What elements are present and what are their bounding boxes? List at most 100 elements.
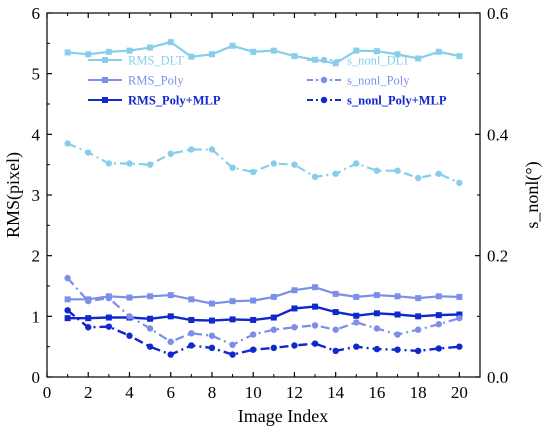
data-point xyxy=(435,345,442,352)
data-point xyxy=(394,51,401,58)
data-point xyxy=(85,149,92,156)
data-point xyxy=(146,343,154,350)
data-point xyxy=(373,345,381,353)
data-point xyxy=(126,313,133,320)
data-point xyxy=(64,274,71,282)
data-point xyxy=(85,324,92,331)
data-point xyxy=(373,167,381,174)
x-tick-label: 18 xyxy=(410,383,427,402)
data-point xyxy=(85,51,92,58)
data-point xyxy=(332,290,339,297)
right-axis-title: s_nonl(°) xyxy=(522,161,543,228)
series-line xyxy=(66,309,460,356)
data-point xyxy=(147,293,154,300)
data-point xyxy=(394,311,401,318)
data-point xyxy=(146,325,154,332)
data-point xyxy=(270,160,278,167)
data-point xyxy=(188,53,195,60)
right-tick-label: 0.6 xyxy=(487,4,508,23)
data-point xyxy=(312,284,319,291)
data-point xyxy=(188,342,195,349)
data-point xyxy=(353,160,360,167)
x-tick-label: 0 xyxy=(43,383,52,402)
data-point xyxy=(147,315,154,322)
data-point xyxy=(415,55,422,62)
data-point xyxy=(250,316,257,323)
left-tick-label: 6 xyxy=(32,4,41,23)
data-point xyxy=(229,316,236,323)
left-tick-label: 0 xyxy=(32,368,41,387)
data-point xyxy=(373,325,381,332)
data-point xyxy=(208,146,216,153)
data-point xyxy=(85,315,92,322)
data-point xyxy=(373,310,380,317)
data-point xyxy=(270,344,278,352)
data-point xyxy=(250,48,257,55)
data-point xyxy=(147,44,154,51)
legend-label: s_nonl_Poly+MLP xyxy=(347,94,447,108)
data-point xyxy=(435,48,442,55)
x-tick-label: 12 xyxy=(286,383,303,402)
data-point xyxy=(311,173,319,180)
data-point xyxy=(332,309,339,316)
left-tick-label: 5 xyxy=(32,65,41,84)
data-point xyxy=(415,313,422,320)
legend-label: s_nonl_DLT xyxy=(347,54,410,68)
data-point xyxy=(126,160,133,167)
data-point xyxy=(353,343,360,350)
legend-item: s_nonl_Poly xyxy=(307,74,410,88)
data-point xyxy=(414,347,422,355)
data-point xyxy=(208,51,215,58)
data-point xyxy=(105,48,112,55)
data-point xyxy=(456,314,463,322)
data-point xyxy=(270,293,277,300)
x-tick-label: 10 xyxy=(245,383,262,402)
data-point xyxy=(270,47,277,54)
series-s-nonl-dlt xyxy=(64,140,463,187)
legend-label: RMS_Poly xyxy=(128,74,184,88)
legend-marker xyxy=(320,96,328,104)
data-point xyxy=(456,53,463,60)
data-point xyxy=(188,316,195,323)
data-point xyxy=(188,146,195,153)
series-line xyxy=(67,305,460,322)
data-point xyxy=(146,161,154,168)
data-point xyxy=(126,332,133,339)
data-point xyxy=(435,170,442,177)
data-point xyxy=(291,305,298,312)
right-tick-label: 0.2 xyxy=(487,247,508,266)
data-point xyxy=(229,164,236,171)
data-point xyxy=(353,47,360,54)
data-point xyxy=(64,49,71,56)
series-rms-poly-mlp xyxy=(64,303,463,324)
series-line xyxy=(67,142,460,184)
legend-marker xyxy=(102,57,108,63)
data-point xyxy=(435,312,442,319)
data-point xyxy=(126,294,133,301)
series-line xyxy=(67,286,460,305)
legend-label: RMS_DLT xyxy=(128,54,184,68)
data-point xyxy=(414,326,422,333)
series-layer xyxy=(64,39,463,358)
data-point xyxy=(456,343,463,350)
plot-frame xyxy=(46,12,481,378)
data-point xyxy=(188,330,195,337)
data-point xyxy=(250,297,257,304)
data-point xyxy=(456,179,463,187)
data-point xyxy=(105,294,113,302)
left-axis-ticks: 0 1 2 3 4 5 6 xyxy=(32,4,52,387)
legend-marker xyxy=(102,77,108,83)
legend: RMS_DLT RMS_Poly RMS_Poly+MLP s_nonl_DLT s_n… xyxy=(88,54,447,108)
series-s-nonl-poly xyxy=(64,274,463,349)
data-point xyxy=(126,47,133,54)
right-tick-label: 0.0 xyxy=(487,368,508,387)
x-tick-label: 2 xyxy=(84,383,93,402)
data-point xyxy=(291,287,298,294)
series-s-nonl-poly-mlp xyxy=(64,307,463,358)
data-point xyxy=(208,317,215,324)
right-tick-label: 0.4 xyxy=(487,125,509,144)
data-point xyxy=(270,326,278,333)
data-point xyxy=(435,321,442,328)
data-point xyxy=(167,292,174,299)
